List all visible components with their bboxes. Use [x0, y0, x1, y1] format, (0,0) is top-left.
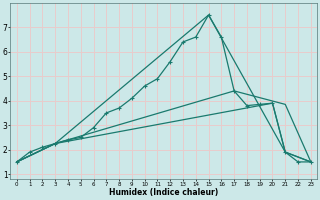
X-axis label: Humidex (Indice chaleur): Humidex (Indice chaleur): [109, 188, 219, 197]
